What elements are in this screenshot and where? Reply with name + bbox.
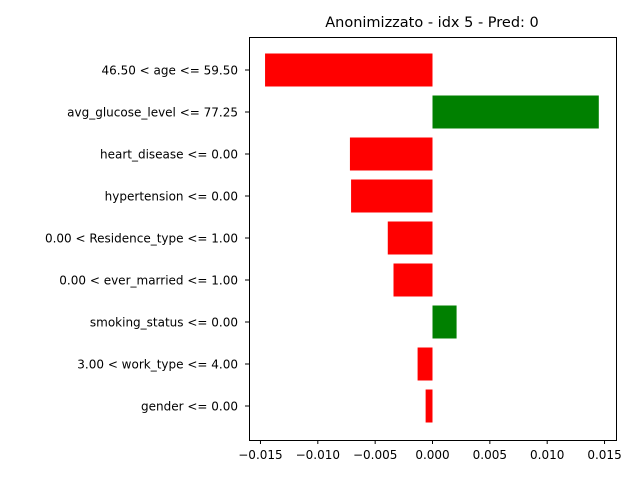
bar xyxy=(432,305,457,339)
x-axis: −0.015 −0.010 −0.005 0.000 0.005 0.010 0.015 xyxy=(238,440,622,462)
bar xyxy=(387,221,433,255)
category-label: gender <= 0.00 xyxy=(141,400,238,414)
bar xyxy=(349,137,433,171)
x-tick-label: −0.015 xyxy=(238,448,282,462)
bar xyxy=(432,95,599,129)
x-tick-label: −0.010 xyxy=(296,448,340,462)
chart-title: Anonimizzato - idx 5 - Pred: 0 xyxy=(325,15,539,31)
x-tick-label: 0.010 xyxy=(530,448,564,462)
bar xyxy=(425,389,433,423)
category-label: 3.00 < work_type <= 4.00 xyxy=(77,358,238,372)
category-label: heart_disease <= 0.00 xyxy=(100,148,238,162)
y-axis: 46.50 < age <= 59.50 avg_glucose_level <=… xyxy=(45,64,249,414)
x-tick-label: 0.005 xyxy=(473,448,507,462)
x-tick-label: 0.015 xyxy=(587,448,621,462)
bar xyxy=(393,263,433,297)
plot-frame xyxy=(249,37,617,441)
category-label: smoking_status <= 0.00 xyxy=(90,316,238,330)
category-label: avg_glucose_level <= 77.25 xyxy=(67,106,238,120)
bar xyxy=(351,179,433,213)
bar xyxy=(417,347,433,381)
x-tick-label: 0.000 xyxy=(415,448,449,462)
category-label: 0.00 < ever_married <= 1.00 xyxy=(59,274,238,288)
bar xyxy=(265,53,433,87)
category-label: hypertension <= 0.00 xyxy=(105,190,238,204)
x-tick-label: −0.005 xyxy=(353,448,397,462)
category-label: 0.00 < Residence_type <= 1.00 xyxy=(45,232,238,246)
bars-group xyxy=(265,53,599,423)
category-label: 46.50 < age <= 59.50 xyxy=(102,64,238,78)
